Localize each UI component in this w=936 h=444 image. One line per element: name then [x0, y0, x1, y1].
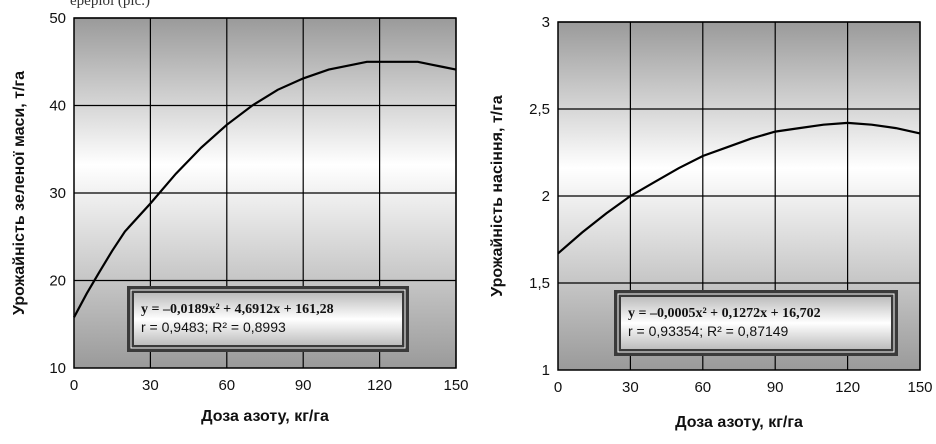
y-tick-label: 20 [49, 273, 66, 290]
x-tick-label: 150 [907, 379, 932, 396]
x-tick-label: 60 [694, 379, 711, 396]
y-axis-label: Урожайність насіння, т/га [489, 95, 506, 296]
x-tick-label: 60 [218, 377, 235, 394]
chart-green-mass-yield: 0 30 60 90 120 150 10 20 30 40 50 Доза азоту, кг/га… [0, 0, 469, 439]
series-line [73, 60, 457, 318]
y-tick-label: 2 [542, 188, 550, 205]
x-tick-label: 120 [835, 379, 860, 396]
x-tick-label: 150 [443, 377, 468, 394]
regression-stats: r = 0,9483; R² = 0,8993 [141, 319, 286, 335]
x-tick-label: 30 [142, 377, 159, 394]
y-axis-label: Урожайність зеленої маси, т/га [11, 71, 28, 315]
x-tick-label: 30 [622, 379, 639, 396]
y-tick-label: 50 [49, 10, 66, 27]
x-tick-label: 0 [70, 377, 78, 394]
y-tick-label: 1 [542, 362, 550, 379]
x-tick-label: 90 [295, 377, 312, 394]
y-tick-label: 1,5 [529, 275, 550, 292]
equation-box-inner-line [617, 293, 895, 353]
series-line [557, 121, 921, 255]
x-axis-label: Доза азоту, кг/га [201, 408, 329, 425]
plot-border [73, 17, 457, 369]
regression-equation: y = –0,0189x² + 4,6912x + 161,28 [141, 302, 334, 317]
equation-box-panel [134, 293, 402, 345]
plot-border [557, 21, 921, 371]
x-tick-label: 120 [367, 377, 392, 394]
regression-stats: r = 0,93354; R² = 0,87149 [628, 323, 789, 339]
chart-left-canvas: 0 30 60 90 120 150 10 20 30 40 50 Доза азоту, кг/га… [11, 10, 469, 425]
y-tick-label: 40 [49, 98, 66, 115]
regression-equation: y = –0,0005x² + 0,1272x + 16,702 [628, 306, 821, 321]
equation-box-inner-line [130, 289, 406, 349]
x-axis-label: Доза азоту, кг/га [675, 414, 803, 431]
y-tick-label: 30 [49, 185, 66, 202]
page-top-fragment: ереріоі (ріс.) [70, 0, 150, 9]
equation-box-panel [621, 297, 891, 349]
x-tick-label: 90 [767, 379, 784, 396]
y-tick-label: 2,5 [529, 101, 550, 118]
chart-right-canvas: 0 30 60 90 120 150 1 1,5 2 2,5 3 Доза азоту, кг/га У… [489, 14, 933, 431]
x-tick-label: 0 [554, 379, 562, 396]
y-tick-label: 3 [542, 14, 550, 31]
y-tick-label: 10 [49, 360, 66, 377]
chart-seed-yield: 0 30 60 90 120 150 1 1,5 2 2,5 3 Доза азоту, кг/га У… [468, 0, 936, 439]
